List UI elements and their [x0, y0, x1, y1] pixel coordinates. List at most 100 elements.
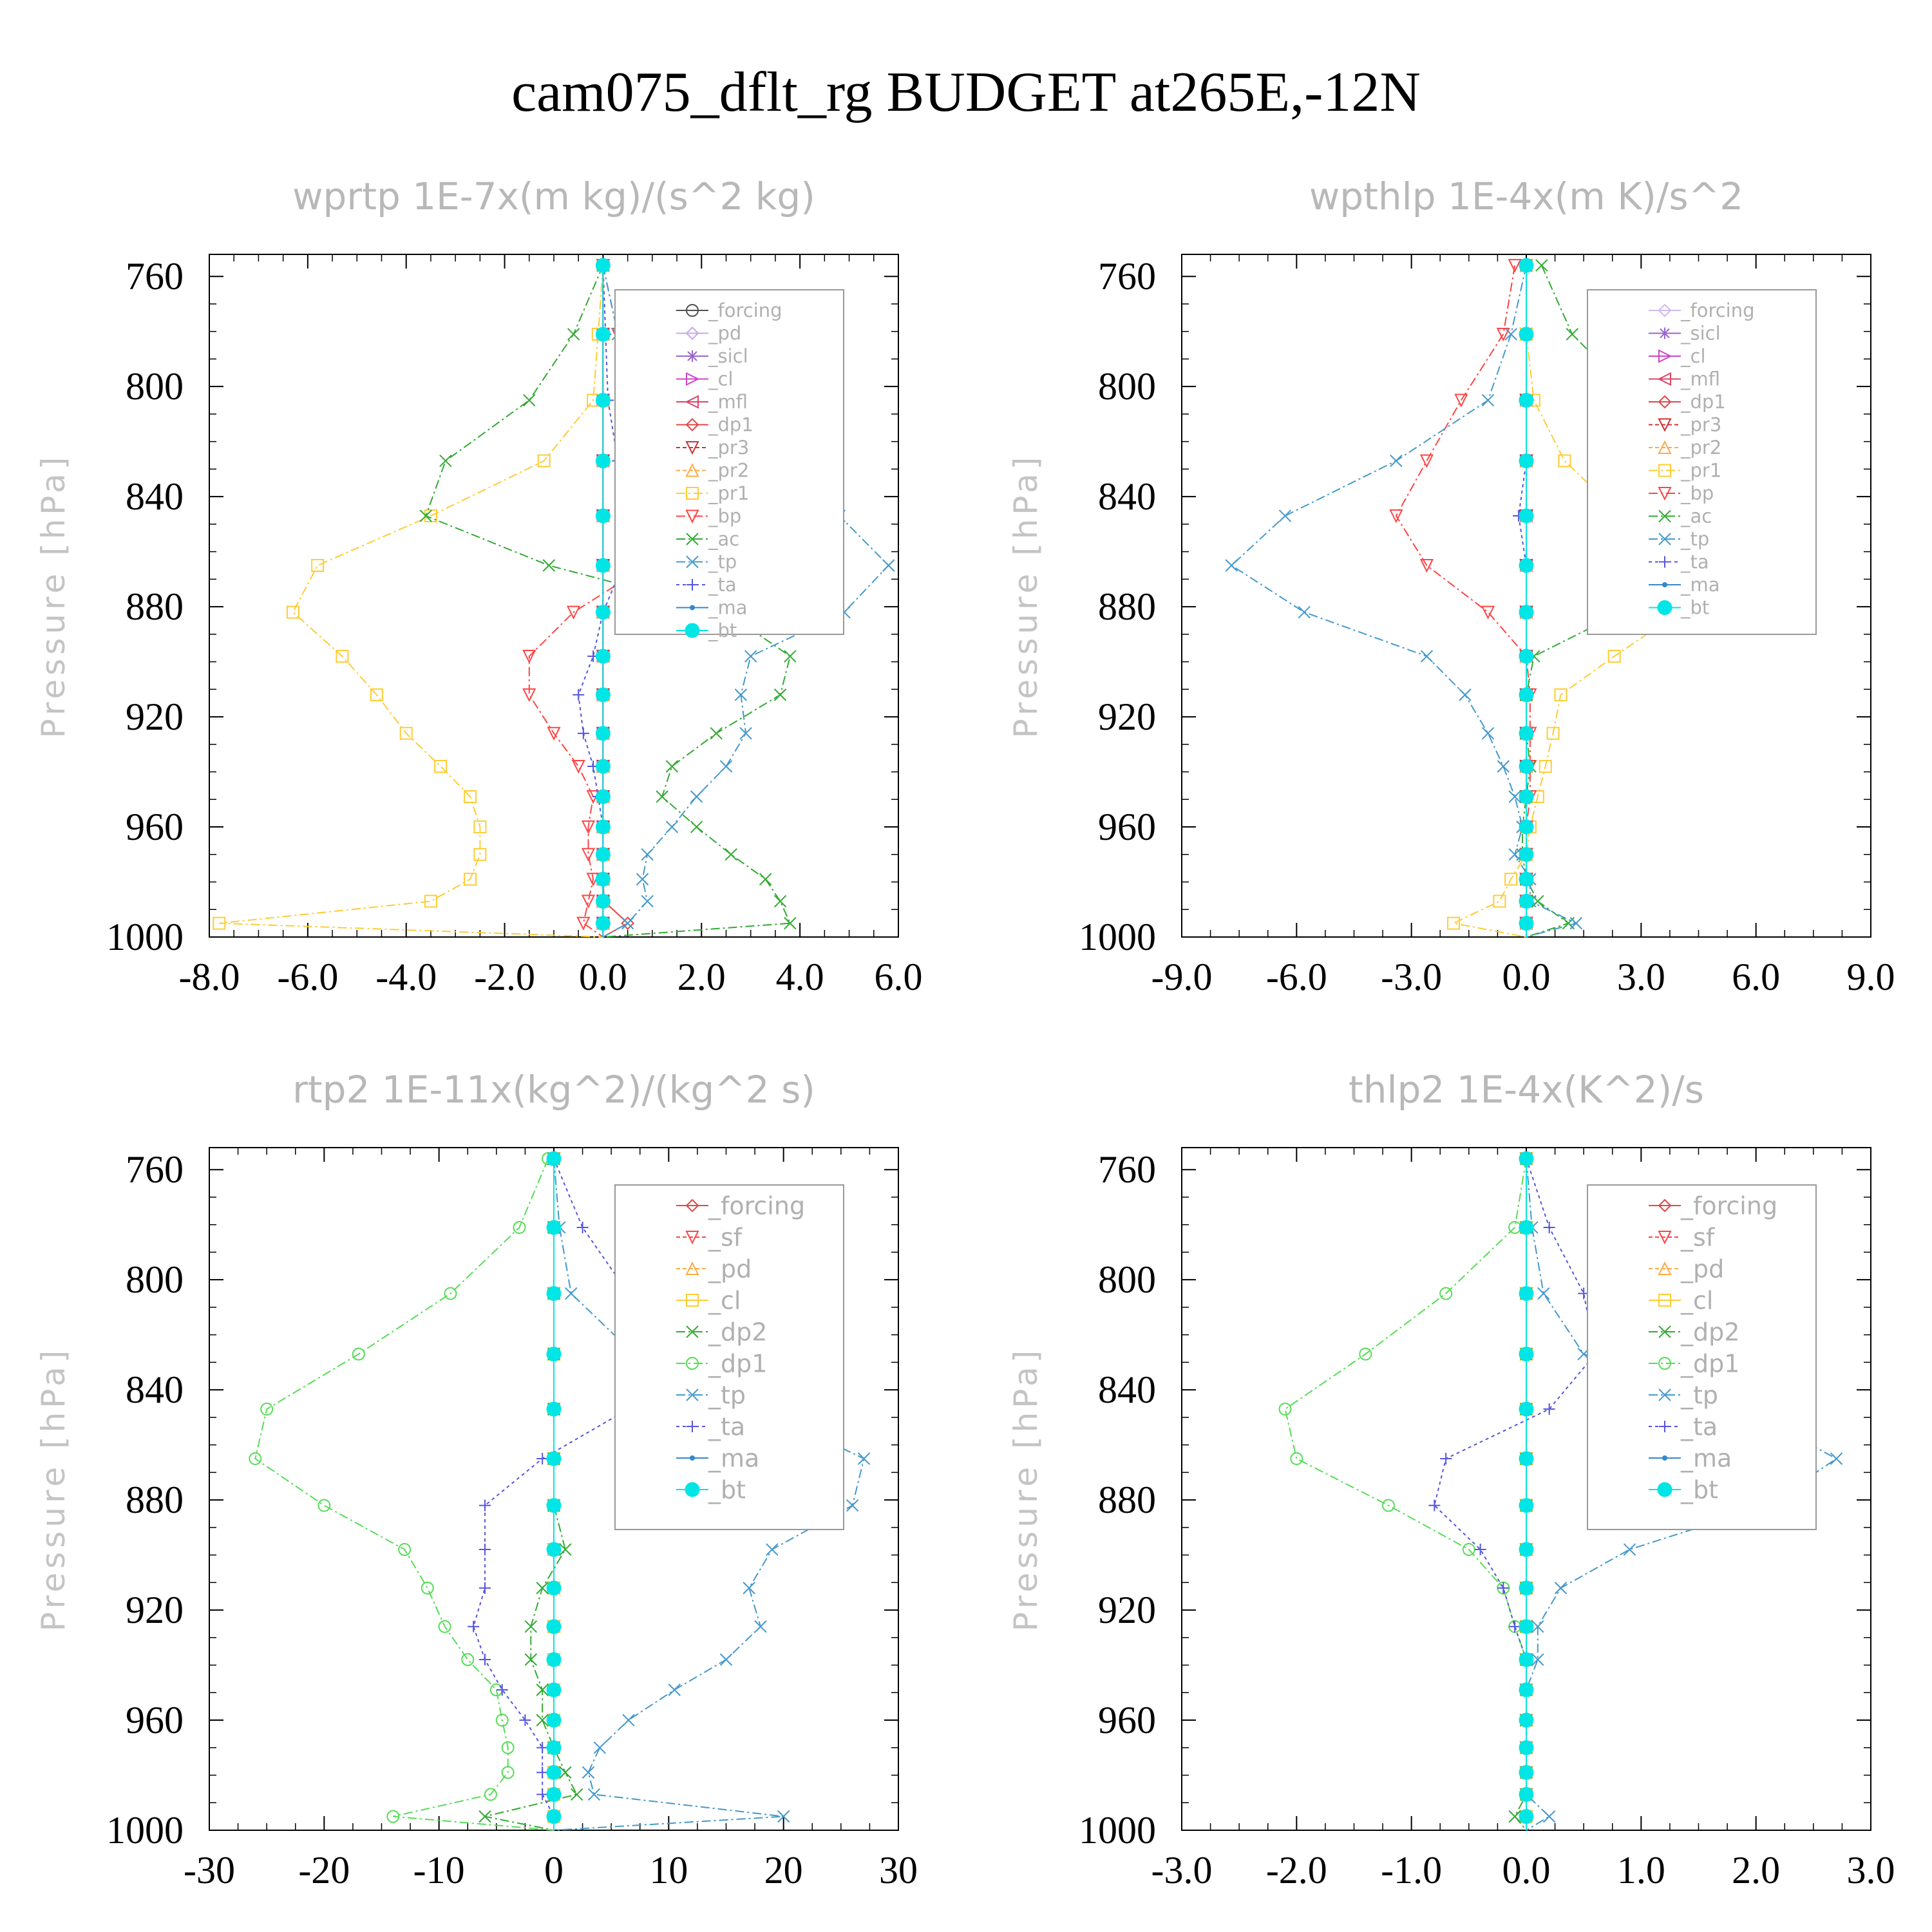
data-point — [1504, 328, 1517, 341]
data-point — [495, 1714, 509, 1727]
legend-label: _ma — [1680, 574, 1720, 596]
y-tick-label: 960 — [126, 806, 184, 848]
data-point — [1278, 1403, 1292, 1416]
legend-item: _mfl — [676, 391, 748, 413]
series-ac — [419, 259, 797, 938]
legend-box — [614, 289, 844, 635]
legend-label: _ta — [1680, 1412, 1718, 1441]
x-tick-label: -6.0 — [1266, 956, 1327, 998]
legend-item: _forcing — [1649, 299, 1755, 321]
legend-label: _mfl — [708, 391, 748, 413]
y-tick-label: 1000 — [1079, 916, 1156, 958]
data-point — [1508, 1810, 1521, 1823]
data-point — [546, 1580, 562, 1596]
data-point — [1290, 1452, 1303, 1465]
data-point — [595, 453, 611, 469]
panel-4: thlp2 1E-4x(K^2)/s Pressure [hPa] -3.0 -2.0… — [1007, 1068, 1895, 1891]
data-point — [656, 790, 668, 803]
data-point — [1519, 1652, 1534, 1667]
data-point — [546, 1220, 562, 1235]
legend-marker — [1657, 600, 1672, 615]
series-dp1 — [249, 1152, 555, 1831]
data-point — [286, 605, 299, 619]
legend-marker — [1658, 464, 1671, 477]
data-point — [439, 454, 452, 468]
series-line — [219, 265, 604, 938]
y-tick-label: 840 — [126, 475, 184, 518]
data-point — [1519, 605, 1534, 620]
legend-marker — [1658, 303, 1672, 317]
y-tick-label: 840 — [1098, 475, 1156, 518]
data-point — [1419, 454, 1434, 468]
x-tick-label: -20 — [298, 1849, 350, 1891]
data-point — [370, 688, 383, 701]
data-point — [665, 760, 679, 773]
legend-label: _pr2 — [708, 460, 749, 482]
data-point — [468, 1620, 480, 1633]
legend-marker — [1658, 1325, 1671, 1338]
legend-label: _pr3 — [708, 437, 749, 459]
legend-marker — [1658, 1261, 1672, 1275]
x-tick-label: -4.0 — [375, 956, 437, 998]
legend-label: _tp — [1680, 528, 1709, 550]
legend-label: _bt — [708, 1475, 746, 1504]
data-point — [1519, 1682, 1534, 1698]
legend-marker — [1658, 1198, 1672, 1213]
data-point — [595, 687, 611, 703]
legend-label: _dp1 — [708, 414, 753, 436]
data-point — [1519, 1619, 1534, 1634]
legend-label: _cl — [708, 368, 734, 390]
data-point — [739, 727, 752, 740]
data-point — [595, 819, 611, 835]
legend-label: _sicl — [1680, 323, 1721, 345]
data-point — [1519, 1786, 1534, 1802]
legend-item: _cl — [676, 1286, 741, 1314]
x-tick-label: 0 — [544, 1849, 564, 1891]
legend-item: _pr2 — [1649, 437, 1721, 459]
data-point — [546, 1151, 562, 1166]
data-point — [622, 1714, 635, 1727]
legend-item: _pd — [676, 323, 741, 345]
legend-item: _sicl — [1649, 323, 1721, 345]
data-point — [595, 871, 611, 887]
data-point — [719, 1653, 733, 1666]
data-point — [743, 1582, 755, 1595]
data-point — [581, 848, 596, 862]
data-point — [1519, 1451, 1534, 1466]
data-point — [536, 1683, 549, 1696]
data-point — [754, 1620, 767, 1633]
legend-marker — [685, 1482, 700, 1497]
data-point — [536, 1582, 549, 1595]
legend-item: _dp1 — [676, 1349, 767, 1378]
legend-marker — [1658, 349, 1672, 363]
legend-marker — [1657, 372, 1671, 386]
legend-item: _ac — [1649, 506, 1712, 527]
data-point — [1481, 727, 1495, 740]
data-point — [1519, 393, 1534, 408]
legend-label: _tp — [1680, 1381, 1718, 1409]
legend-item: _forcing — [676, 1191, 805, 1220]
series-line — [484, 1159, 578, 1831]
data-point — [1830, 1452, 1843, 1465]
series-bt — [1519, 1151, 1534, 1830]
data-point — [1359, 1347, 1372, 1361]
data-point — [1504, 873, 1518, 886]
data-point — [546, 1712, 562, 1728]
legend-marker — [1658, 1357, 1671, 1370]
data-point — [668, 1683, 681, 1696]
data-point — [1493, 895, 1506, 908]
data-point — [1519, 1347, 1534, 1362]
data-point — [1543, 1403, 1555, 1416]
data-point — [1508, 790, 1521, 803]
legend-marker — [687, 350, 698, 362]
data-point — [710, 727, 723, 740]
data-point — [547, 726, 561, 741]
legend-item: _tp — [676, 1381, 746, 1409]
x-tick-label: 0.0 — [1502, 1849, 1551, 1891]
data-point — [1509, 1620, 1521, 1633]
data-point — [1519, 1220, 1534, 1235]
data-point — [595, 327, 611, 342]
legend-marker — [686, 304, 699, 317]
legend-label: _pd — [708, 1255, 752, 1283]
legend-marker — [685, 441, 699, 455]
